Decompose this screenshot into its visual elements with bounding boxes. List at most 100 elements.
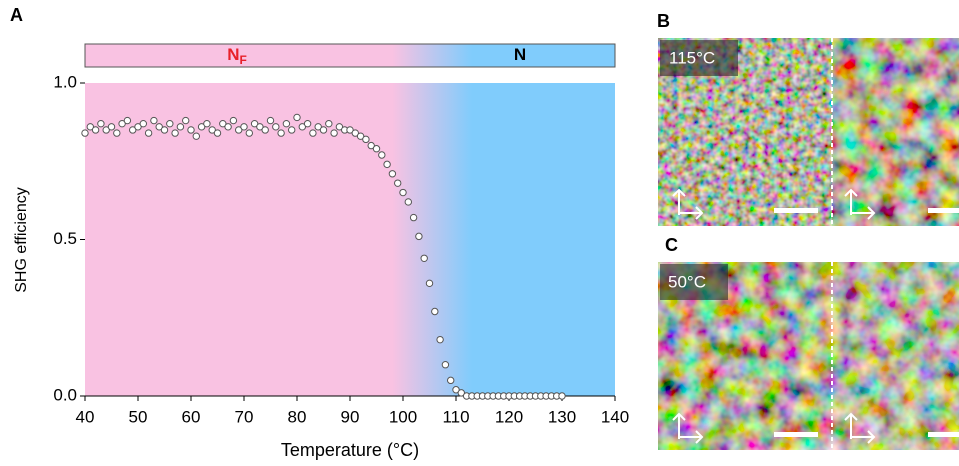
y-axis-label: SHG efficiency: [13, 187, 30, 293]
x-tick-label: 110: [442, 407, 469, 426]
scale-bar: [928, 208, 959, 213]
point: [335, 123, 344, 131]
scale-bar: [928, 432, 959, 437]
point: [160, 126, 169, 134]
point: [229, 116, 238, 125]
point: [288, 126, 296, 134]
point: [113, 129, 121, 137]
point: [293, 113, 301, 122]
polarizer-icon: [672, 412, 704, 444]
point: [409, 213, 418, 222]
polarizer-icon: [844, 188, 876, 220]
image: [832, 38, 959, 226]
phase-bar: [84, 43, 616, 68]
x-tick-label: 80: [288, 407, 307, 426]
point: [261, 126, 269, 134]
point: [240, 123, 248, 131]
point: [176, 123, 185, 131]
point: [208, 126, 216, 134]
point: [298, 123, 306, 131]
point: [441, 361, 450, 369]
scale-bar: [774, 432, 818, 437]
point: [319, 126, 328, 134]
x-tick-label: 40: [76, 407, 95, 426]
point: [330, 129, 338, 137]
scale-bar: [774, 208, 818, 213]
point: [388, 170, 397, 178]
micrograph-c: C 50°C: [658, 235, 959, 450]
polarizer-icon: [844, 412, 876, 444]
point: [182, 116, 190, 125]
point: [213, 129, 222, 137]
point: [134, 123, 142, 131]
point: [155, 123, 163, 131]
point: [372, 145, 381, 153]
x-tick-label: 50: [129, 407, 148, 426]
point: [139, 119, 148, 128]
x-tick-label: 100: [389, 407, 417, 426]
point: [314, 123, 322, 131]
point: [447, 376, 455, 385]
point: [102, 126, 110, 134]
point: [346, 126, 354, 134]
phase-name: N: [514, 45, 526, 64]
label-box: [660, 264, 728, 300]
point: [282, 119, 291, 128]
temperature-label: 115°C: [669, 48, 715, 67]
y-tick-label: 1.0: [53, 72, 77, 91]
point: [266, 116, 275, 125]
point: [81, 129, 89, 137]
x-tick-label: 140: [601, 407, 629, 426]
x-tick-label: 130: [548, 407, 576, 426]
point: [129, 126, 137, 134]
point: [425, 279, 434, 288]
point: [256, 123, 264, 131]
point: [97, 119, 105, 128]
point: [457, 389, 465, 397]
point: [171, 129, 179, 137]
point: [351, 129, 359, 137]
phase-subscript: F: [239, 53, 246, 67]
polarizer-icon: [672, 188, 704, 220]
point: [367, 141, 375, 150]
point: [224, 123, 232, 131]
point: [192, 132, 201, 140]
point: [378, 151, 386, 159]
point: [91, 126, 100, 134]
panel-label: A: [10, 5, 23, 25]
panel-label: C: [665, 235, 678, 255]
point: [394, 179, 402, 187]
point: [272, 123, 280, 131]
image: [832, 262, 959, 450]
point: [309, 129, 317, 137]
point: [452, 386, 460, 394]
temperature-label: 50°C: [668, 272, 706, 291]
point: [197, 123, 206, 131]
point: [150, 116, 158, 125]
phase-label: NF: [227, 45, 247, 67]
phase-label: N: [514, 45, 526, 64]
point: [219, 119, 227, 128]
point: [166, 119, 174, 128]
point: [245, 129, 254, 137]
point: [436, 335, 444, 344]
point: [250, 119, 259, 128]
label-box: [660, 40, 738, 76]
micrograph-b: B 115°C: [657, 11, 959, 226]
point: [362, 135, 370, 144]
point: [203, 119, 211, 128]
x-tick-label: 90: [341, 407, 360, 426]
y-tick-label: 0.0: [53, 385, 77, 404]
point: [558, 392, 566, 400]
point: [404, 198, 412, 206]
point: [86, 123, 95, 131]
point: [325, 119, 333, 128]
point: [415, 232, 423, 241]
point: [383, 160, 391, 169]
y-tick-label: 0.5: [53, 229, 77, 248]
point: [118, 119, 126, 128]
point: [356, 132, 365, 140]
phase-name: N: [227, 45, 239, 64]
